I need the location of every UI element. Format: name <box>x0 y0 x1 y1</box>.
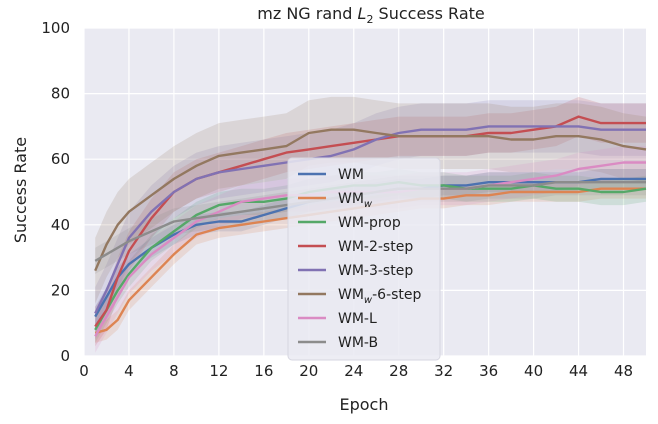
confidence-band-3 <box>95 96 646 347</box>
y-tick-label: 0 <box>60 347 70 365</box>
legend: WM WMw WM-prop WM-2-step WM-3-step WMw-6-step… <box>287 157 441 361</box>
series-line-4 <box>94 125 646 314</box>
legend-label: WM-prop <box>338 215 401 231</box>
x-tick-label: 40 <box>524 362 543 380</box>
x-tick-label: 44 <box>569 362 588 380</box>
legend-label: WM-2-step <box>338 239 413 255</box>
x-tick-label: 20 <box>299 362 318 380</box>
x-tick-label: 12 <box>209 362 228 380</box>
y-tick-label: 20 <box>51 281 70 299</box>
x-axis-label: Epoch <box>340 395 389 414</box>
legend-label: WMw-6-step <box>338 287 422 306</box>
confidence-band-1 <box>95 178 646 343</box>
series-line-5 <box>94 128 647 272</box>
x-tick-label: 24 <box>344 362 363 380</box>
x-tick-label: 48 <box>614 362 633 380</box>
chart-title: mz NG rand L2 Success Rate <box>257 4 484 26</box>
legend-label: WM-B <box>338 335 378 351</box>
y-tick-label: 40 <box>51 216 70 234</box>
x-tick-label: 0 <box>79 362 89 380</box>
x-tick-label: 32 <box>434 362 453 380</box>
x-tick-label: 28 <box>389 362 408 380</box>
y-tick-label: 100 <box>41 19 70 37</box>
x-tick-label: 16 <box>254 362 273 380</box>
legend-label: WM-3-step <box>338 263 413 279</box>
y-axis-ticks: 0 20 40 60 80 100 <box>41 19 70 365</box>
legend-label: WM-L <box>338 311 377 327</box>
y-tick-label: 60 <box>51 150 70 168</box>
y-tick-label: 80 <box>51 85 70 103</box>
x-tick-label: 36 <box>479 362 498 380</box>
legend-box <box>287 157 441 361</box>
legend-label: WM <box>338 167 364 183</box>
x-tick-label: 8 <box>169 362 179 380</box>
x-axis-ticks: 0 4 8 12 16 20 24 28 32 36 40 44 48 <box>79 362 633 380</box>
y-axis-label: Success Rate <box>11 137 30 243</box>
confidence-band-6 <box>95 146 646 353</box>
legend-label: WMw <box>338 191 373 210</box>
confidence-band-4 <box>95 100 646 340</box>
confidence-band-5 <box>95 96 646 304</box>
x-tick-label: 4 <box>124 362 134 380</box>
confidence-band-7 <box>95 169 646 274</box>
